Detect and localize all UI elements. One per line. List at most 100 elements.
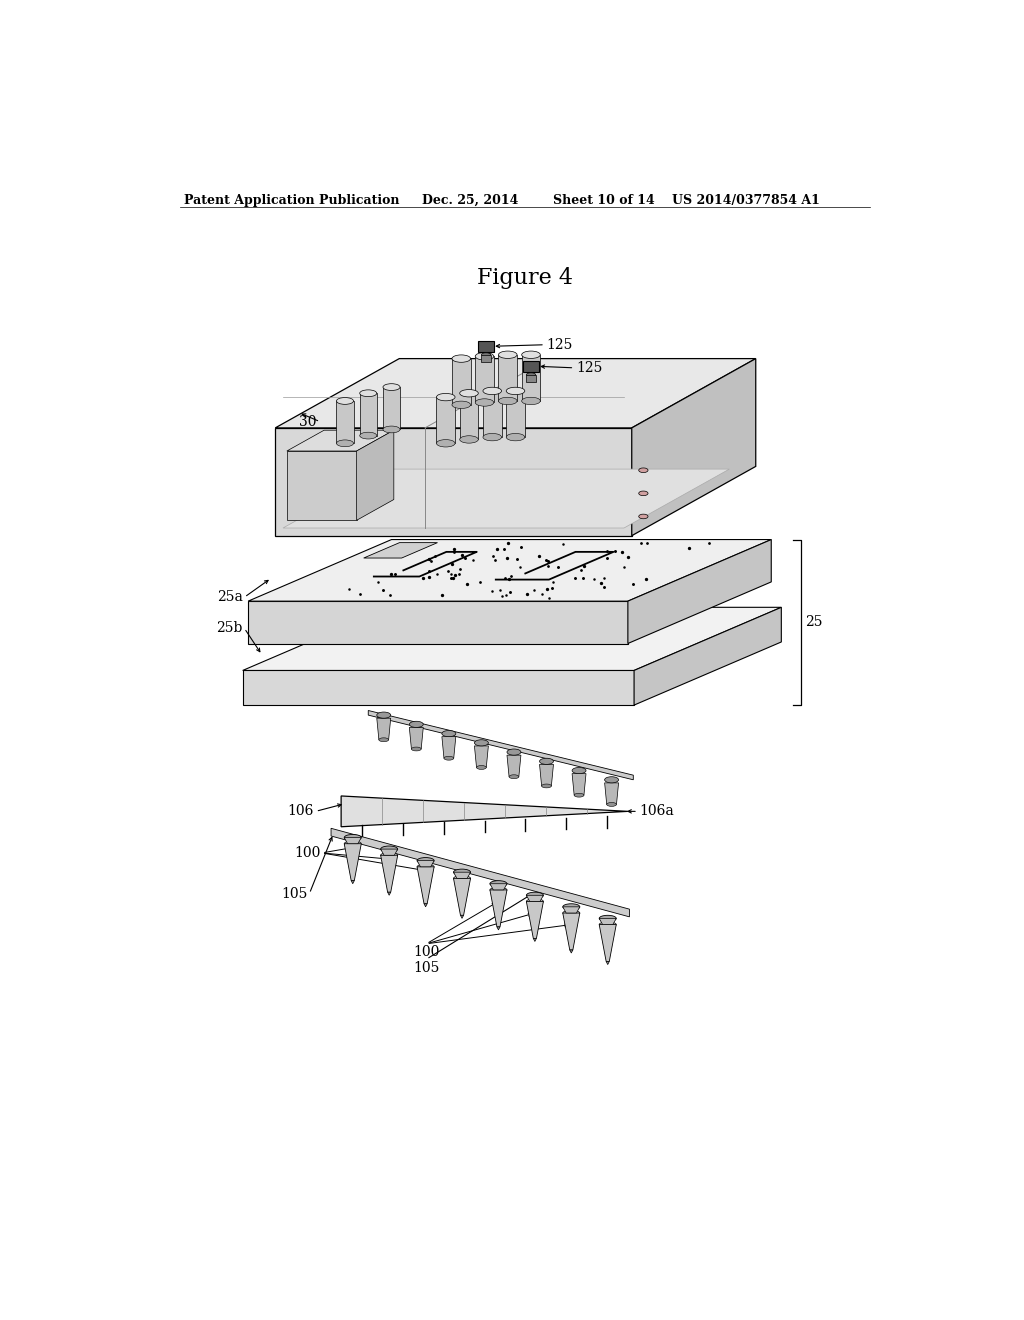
Polygon shape — [506, 391, 524, 437]
Ellipse shape — [572, 767, 586, 774]
Polygon shape — [388, 892, 391, 895]
Ellipse shape — [337, 440, 353, 446]
Text: 105: 105 — [282, 887, 308, 900]
Polygon shape — [454, 878, 471, 915]
Polygon shape — [377, 718, 391, 739]
Ellipse shape — [542, 784, 551, 788]
Ellipse shape — [444, 756, 454, 760]
Polygon shape — [341, 796, 628, 826]
Polygon shape — [283, 469, 729, 528]
Ellipse shape — [489, 880, 507, 887]
Polygon shape — [417, 861, 434, 867]
Polygon shape — [475, 356, 494, 403]
Ellipse shape — [599, 915, 616, 921]
Ellipse shape — [475, 399, 494, 407]
Ellipse shape — [604, 776, 618, 783]
Ellipse shape — [506, 387, 524, 395]
Polygon shape — [599, 919, 616, 924]
Polygon shape — [381, 855, 397, 892]
Ellipse shape — [381, 853, 397, 858]
Ellipse shape — [540, 758, 554, 764]
Polygon shape — [534, 939, 537, 941]
Ellipse shape — [639, 491, 648, 496]
Polygon shape — [569, 950, 572, 953]
Text: Figure 4: Figure 4 — [477, 267, 572, 289]
Ellipse shape — [383, 384, 400, 391]
Polygon shape — [436, 397, 455, 444]
Ellipse shape — [509, 775, 519, 779]
Polygon shape — [497, 927, 500, 929]
Ellipse shape — [460, 389, 478, 397]
Ellipse shape — [436, 440, 455, 447]
Ellipse shape — [499, 351, 517, 359]
Polygon shape — [417, 867, 434, 904]
Ellipse shape — [563, 904, 580, 909]
Text: 106a: 106a — [640, 804, 674, 818]
Ellipse shape — [337, 397, 353, 404]
Ellipse shape — [526, 372, 536, 376]
Polygon shape — [369, 710, 633, 780]
Ellipse shape — [606, 803, 616, 807]
Ellipse shape — [521, 351, 541, 359]
Polygon shape — [454, 873, 471, 878]
Ellipse shape — [412, 747, 421, 751]
Polygon shape — [243, 671, 634, 705]
Polygon shape — [632, 359, 756, 536]
Ellipse shape — [489, 887, 507, 892]
Ellipse shape — [359, 389, 377, 396]
Polygon shape — [351, 880, 354, 884]
Polygon shape — [523, 360, 539, 372]
Text: 100: 100 — [414, 945, 439, 958]
Polygon shape — [381, 849, 397, 855]
Ellipse shape — [442, 730, 456, 737]
Text: 25a: 25a — [217, 590, 243, 605]
Ellipse shape — [383, 426, 400, 433]
Polygon shape — [243, 607, 781, 671]
Polygon shape — [606, 961, 609, 965]
Ellipse shape — [344, 841, 361, 846]
Ellipse shape — [436, 393, 455, 401]
Ellipse shape — [417, 865, 434, 870]
Polygon shape — [478, 341, 494, 352]
Ellipse shape — [454, 875, 471, 880]
Ellipse shape — [476, 766, 486, 770]
Polygon shape — [599, 924, 616, 961]
Polygon shape — [461, 915, 464, 919]
Polygon shape — [489, 890, 507, 927]
Ellipse shape — [506, 433, 524, 441]
Polygon shape — [563, 907, 580, 913]
Ellipse shape — [599, 921, 616, 927]
Polygon shape — [474, 746, 488, 767]
Polygon shape — [481, 355, 490, 362]
Ellipse shape — [563, 911, 580, 916]
Text: 125: 125 — [547, 338, 572, 351]
Polygon shape — [460, 393, 478, 440]
Text: 125: 125 — [575, 360, 602, 375]
Text: 106: 106 — [288, 804, 314, 818]
Ellipse shape — [460, 436, 478, 444]
Ellipse shape — [521, 397, 541, 405]
Polygon shape — [331, 829, 630, 917]
Polygon shape — [499, 355, 517, 401]
Polygon shape — [424, 904, 427, 907]
Text: Patent Application Publication: Patent Application Publication — [183, 194, 399, 207]
Text: 25: 25 — [805, 615, 823, 630]
Polygon shape — [344, 843, 361, 880]
Polygon shape — [572, 774, 586, 795]
Ellipse shape — [507, 748, 521, 755]
Text: 25b: 25b — [216, 622, 243, 635]
Ellipse shape — [452, 355, 471, 362]
Polygon shape — [337, 401, 353, 444]
Polygon shape — [248, 601, 628, 644]
Ellipse shape — [574, 793, 584, 797]
Polygon shape — [356, 430, 394, 520]
Text: 100: 100 — [294, 846, 321, 859]
Polygon shape — [526, 902, 544, 939]
Polygon shape — [410, 727, 423, 748]
Polygon shape — [275, 428, 632, 536]
Polygon shape — [344, 838, 361, 843]
Ellipse shape — [452, 401, 471, 408]
Ellipse shape — [526, 899, 544, 904]
Polygon shape — [526, 895, 544, 902]
Ellipse shape — [475, 352, 494, 360]
